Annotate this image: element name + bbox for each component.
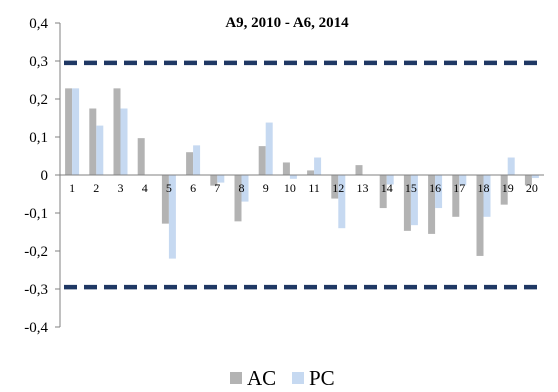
bar-pc [314,157,322,175]
x-tick-label: 10 [284,181,296,195]
bar-ac [379,175,387,209]
x-tick-label: 4 [142,181,148,195]
bar-pc [483,175,491,217]
y-tick-label: 0,1 [29,130,48,146]
x-tick-label: 6 [190,181,196,195]
bar-pc [217,175,225,183]
bar-pc [459,175,467,186]
y-tick-label: -0,2 [24,244,48,260]
bar-ac [210,175,218,186]
bar-ac [524,175,532,186]
legend-label-ac: AC [247,366,276,390]
bar-ac [186,152,194,175]
x-tick-label: 19 [502,181,514,195]
x-tick-label: 9 [263,181,269,195]
x-tick-label: 7 [214,181,220,195]
bar-ac [89,108,97,175]
chart-title: A9, 2010 - A6, 2014 [225,15,349,31]
x-tick-label: 8 [239,181,245,195]
y-tick-label: 0,2 [29,92,48,108]
y-tick-label: 0,3 [29,54,48,70]
bar-ac [234,175,242,222]
y-tick-label: -0,1 [24,206,48,222]
bar-ac [452,175,460,217]
legend: AC PC [230,366,335,390]
bar-pc [241,175,249,202]
x-tick-label: 3 [118,181,124,195]
bar-pc [435,175,443,209]
bar-pc [120,108,128,175]
x-tick-label: 2 [93,181,99,195]
bar-ac [476,175,484,256]
legend-swatch-ac [230,372,242,384]
y-tick-label: -0,3 [24,282,48,298]
x-tick-label: 15 [405,181,417,195]
bar-ac [500,175,508,205]
bar-pc [386,175,394,185]
bar-pc [531,175,539,179]
x-tick-label: 11 [308,181,320,195]
bar-ac [113,88,121,175]
bar-pc [168,175,176,259]
bar-pc [193,145,201,175]
x-tick-label: 20 [526,181,538,195]
bar-ac [331,175,339,199]
bars [65,88,539,259]
bar-pc [96,125,104,175]
y-axis: 0,4 0,3 0,2 0,1 0 -0,1 -0,2 -0,3 -0,4 [24,16,61,336]
x-tick-label: 5 [166,181,172,195]
bar-ac [137,138,145,175]
bar-pc [410,175,418,226]
y-tick-label: 0 [41,168,49,184]
bar-pc [289,175,297,179]
x-tick-label: 16 [429,181,441,195]
x-tick-label: 12 [332,181,344,195]
x-tick-label: 1 [69,181,75,195]
x-tick-label: 17 [453,181,465,195]
bar-pc [338,175,346,229]
x-axis: 1 2 3 4 5 6 7 8 9 10 11 12 13 14 15 16 17 18 19 20 [60,174,544,195]
x-tick-label: 14 [381,181,393,195]
bar-pc [507,157,515,175]
bar-ac [355,165,363,175]
bar-ac [161,175,169,224]
bar-ac [428,175,436,234]
x-tick-label: 13 [357,181,369,195]
bar-ac [307,170,315,175]
legend-swatch-pc [292,372,304,384]
bar-pc [72,88,80,175]
y-tick-label: -0,4 [24,320,48,336]
bar-ac [65,88,73,175]
legend-label-pc: PC [309,366,335,390]
bar-ac [282,162,290,175]
bar-ac [258,146,266,175]
bar-pc [265,122,273,175]
x-tick-label: 18 [478,181,490,195]
bar-ac [403,175,411,231]
y-tick-label: 0,4 [29,16,48,32]
